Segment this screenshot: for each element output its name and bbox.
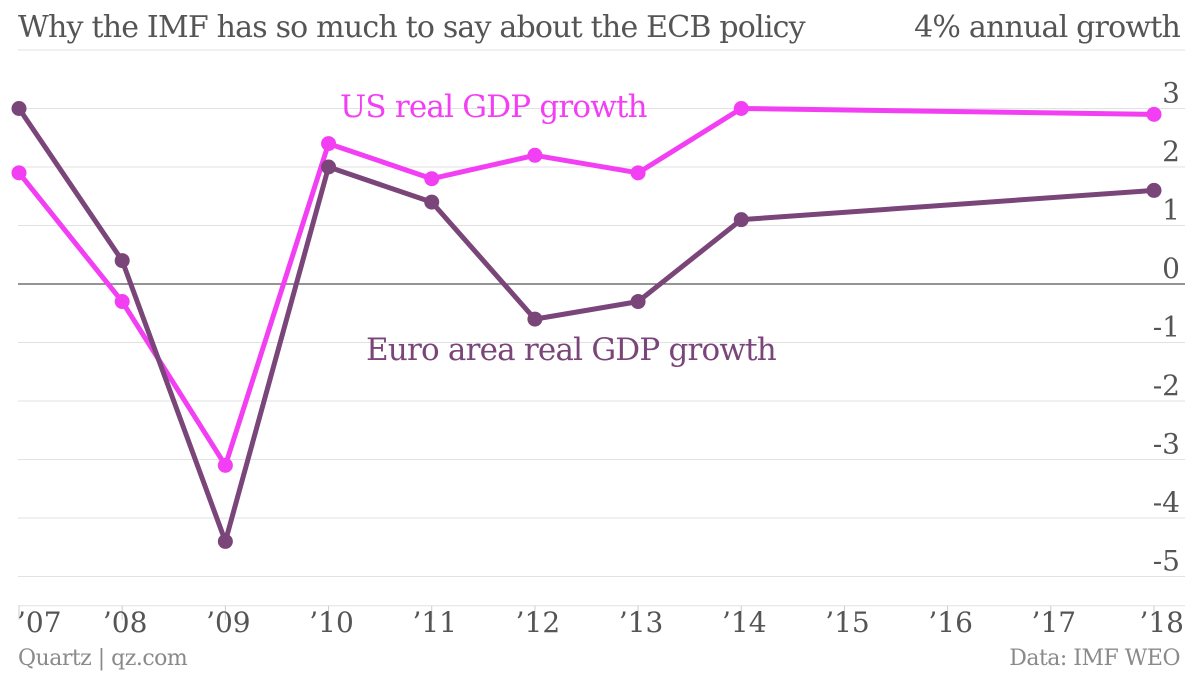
x-tick-label: ’12: [516, 606, 561, 639]
us-gdp-point: [114, 294, 130, 310]
series-labels: US real GDP growth Euro area real GDP gro…: [340, 89, 778, 368]
us-gdp-point: [630, 165, 646, 181]
us-gdp-point: [733, 101, 749, 116]
y-tick-label: 1: [1162, 194, 1180, 227]
us-gdp-point: [11, 165, 27, 181]
us-gdp-point: [321, 136, 337, 152]
y-tick-label: -3: [1153, 428, 1180, 461]
y-axis-ticks: 3 2 1 0 -1 -2 -3 -4 -5: [1153, 77, 1180, 578]
us-gdp-line: [16, 106, 1157, 468]
x-tick-label: ’14: [722, 606, 767, 639]
us-series-label: US real GDP growth: [340, 89, 648, 125]
us-gdp-point: [217, 457, 233, 473]
euro-gdp-point: [217, 533, 233, 549]
y-tick-label: -2: [1153, 369, 1180, 402]
x-tick-label: ’10: [309, 606, 354, 639]
x-tick-label: ’18: [1139, 606, 1184, 639]
euro-gdp-point: [527, 311, 543, 327]
grid-lines: [18, 49, 1185, 607]
x-tick-label: ’11: [412, 606, 457, 639]
euro-gdp-point: [424, 194, 440, 210]
y-tick-label: -1: [1153, 311, 1180, 344]
euro-gdp-point: [1146, 182, 1162, 198]
y-tick-label: 3: [1162, 77, 1180, 110]
y-tick-label: -5: [1153, 545, 1180, 578]
x-tick-label: ’17: [1032, 606, 1077, 639]
x-tick-label: ’15: [825, 606, 870, 639]
euro-gdp-point: [321, 159, 337, 175]
chart-title: Why the IMF has so much to say about the…: [18, 10, 806, 45]
y-tick-label: 0: [1162, 252, 1180, 285]
series-lines: [11, 101, 1162, 549]
euro-gdp-point: [733, 212, 749, 228]
footer-credit: Quartz | qz.com: [18, 646, 188, 671]
us-gdp-point: [527, 147, 543, 163]
y-axis-unit-label: 4% annual growth: [914, 10, 1181, 45]
euro-gdp-line: [16, 106, 1157, 544]
euro-gdp-point: [630, 294, 646, 310]
x-tick-label: ’09: [206, 606, 251, 639]
x-tick-label: ’13: [619, 606, 664, 639]
x-tick-label: ’16: [928, 606, 973, 639]
x-axis-ticks: ’07 ’08 ’09 ’10 ’11 ’12 ’13 ’14 ’15 ’16 ’17 ’18: [17, 605, 1184, 639]
x-tick-label: ’07: [17, 606, 62, 639]
us-gdp-point: [1146, 106, 1162, 122]
footer-source: Data: IMF WEO: [1009, 646, 1180, 671]
us-gdp-point: [424, 171, 440, 187]
y-tick-label: -4: [1153, 486, 1180, 519]
y-tick-label: 2: [1162, 135, 1180, 168]
euro-series-label: Euro area real GDP growth: [366, 332, 777, 368]
euro-gdp-point: [11, 101, 27, 116]
euro-gdp-point: [114, 253, 130, 269]
x-tick-label: ’08: [103, 606, 148, 639]
